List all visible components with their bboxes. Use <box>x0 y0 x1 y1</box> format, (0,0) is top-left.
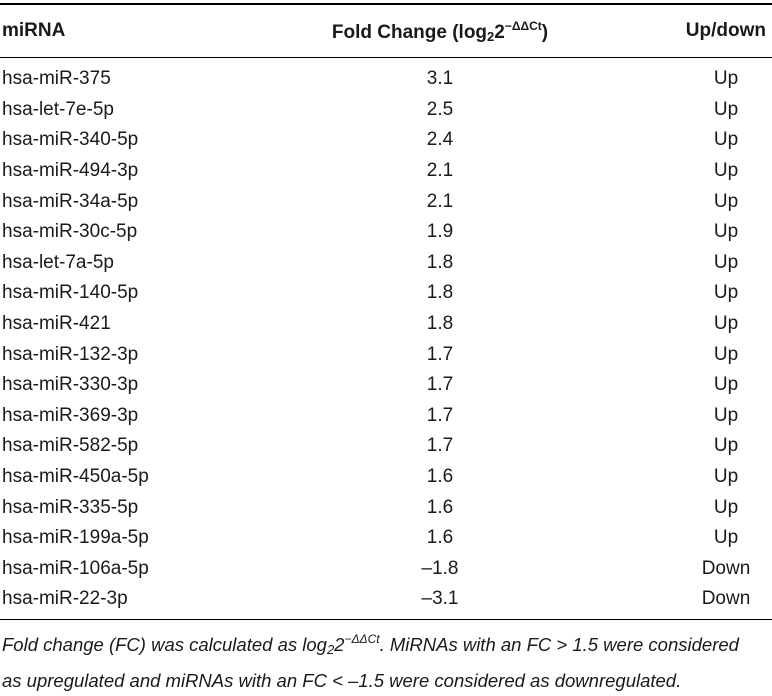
table-row: hsa-miR-340-5p 2.4 Up <box>0 125 772 156</box>
cell-fold-change: –1.8 <box>421 557 459 579</box>
cell-mirna: hsa-miR-421 <box>2 313 111 335</box>
header-updown: Up/down <box>685 20 766 41</box>
footnote-base: 2 <box>334 633 345 655</box>
cell-mirna: hsa-miR-335-5p <box>2 496 139 518</box>
cell-direction: Up <box>713 374 739 396</box>
table-row: hsa-miR-582-5p 1.7 Up <box>0 431 772 462</box>
cell-fold-change: 1.9 <box>426 221 454 243</box>
cell-direction: Up <box>713 313 739 335</box>
cell-fold-change: 1.7 <box>426 374 454 396</box>
table-footnote: Fold change (FC) was calculated as log22… <box>0 624 772 696</box>
cell-mirna: hsa-miR-369-3p <box>2 404 139 426</box>
cell-mirna: hsa-miR-340-5p <box>2 129 139 151</box>
header-fold-change: Fold Change (log22−ΔΔCt) <box>250 19 610 44</box>
cell-direction: Up <box>713 98 739 120</box>
cell-mirna: hsa-miR-582-5p <box>2 435 139 457</box>
cell-fold-change: 2.1 <box>426 160 454 182</box>
table-row: hsa-miR-375 3.1 Up <box>0 64 772 95</box>
cell-fold-change: 3.1 <box>426 68 454 90</box>
header-rule <box>0 57 772 58</box>
cell-mirna: hsa-let-7e-5p <box>2 98 114 120</box>
cell-mirna: hsa-miR-199a-5p <box>2 527 149 549</box>
cell-mirna: hsa-miR-30c-5p <box>2 221 138 243</box>
mirna-table: miRNA Fold Change (log22−ΔΔCt) Up/down h… <box>0 3 772 696</box>
cell-direction: Up <box>713 404 739 426</box>
footnote-part2: . MiRNAs with an FC > 1.5 were considere… <box>379 633 739 655</box>
table-row: hsa-miR-369-3p 1.7 Up <box>0 401 772 432</box>
table-row: hsa-miR-330-3p 1.7 Up <box>0 370 772 401</box>
cell-fold-change: 1.6 <box>426 496 454 518</box>
cell-fold-change: 2.1 <box>426 190 454 212</box>
table-body: hsa-miR-375 3.1 Up hsa-let-7e-5p 2.5 Up hsa-mi… <box>0 64 772 615</box>
table-row: hsa-miR-140-5p 1.8 Up <box>0 278 772 309</box>
cell-fold-change: 1.7 <box>426 404 454 426</box>
table-row: hsa-miR-199a-5p 1.6 Up <box>0 523 772 554</box>
cell-fold-change: 1.7 <box>426 343 454 365</box>
cell-mirna: hsa-miR-132-3p <box>2 343 139 365</box>
table-row: hsa-miR-34a-5p 2.1 Up <box>0 186 772 217</box>
table-row: hsa-let-7a-5p 1.8 Up <box>0 248 772 279</box>
cell-direction: Up <box>713 221 739 243</box>
header-fold-change-sub: 2 <box>487 28 495 44</box>
cell-fold-change: –3.1 <box>421 588 459 610</box>
footnote-line2: as upregulated and miRNAs with an FC < –… <box>2 669 682 691</box>
table-row: hsa-miR-450a-5p 1.6 Up <box>0 462 772 493</box>
cell-mirna: hsa-miR-450a-5p <box>2 466 149 488</box>
table-row: hsa-miR-30c-5p 1.9 Up <box>0 217 772 248</box>
cell-direction: Up <box>713 343 739 365</box>
cell-fold-change: 2.5 <box>426 98 454 120</box>
header-fold-change-sup: −ΔΔCt <box>504 18 542 33</box>
cell-mirna: hsa-let-7a-5p <box>2 251 114 273</box>
cell-fold-change: 1.8 <box>426 282 454 304</box>
cell-direction: Up <box>713 527 739 549</box>
table-row: hsa-miR-421 1.8 Up <box>0 309 772 340</box>
footnote-part1: Fold change (FC) was calculated as log <box>2 633 327 655</box>
cell-fold-change: 1.7 <box>426 435 454 457</box>
cell-direction: Up <box>713 282 739 304</box>
header-fold-change-base: 2 <box>494 21 505 43</box>
table-row: hsa-miR-106a-5p –1.8 Down <box>0 554 772 585</box>
bottom-rule <box>0 618 772 620</box>
cell-mirna: hsa-miR-330-3p <box>2 374 139 396</box>
cell-direction: Up <box>713 68 739 90</box>
cell-fold-change: 1.6 <box>426 466 454 488</box>
cell-mirna: hsa-miR-106a-5p <box>2 557 149 579</box>
table-header-row: miRNA Fold Change (log22−ΔΔCt) Up/down <box>0 5 772 57</box>
cell-mirna: hsa-miR-34a-5p <box>2 190 139 212</box>
header-fold-change-prefix: Fold Change (log <box>331 21 488 43</box>
cell-direction: Up <box>713 466 739 488</box>
cell-direction: Up <box>713 496 739 518</box>
table-row: hsa-miR-132-3p 1.7 Up <box>0 339 772 370</box>
cell-direction: Up <box>713 160 739 182</box>
header-fold-change-suffix: ) <box>541 21 549 43</box>
cell-direction: Up <box>713 435 739 457</box>
cell-fold-change: 1.6 <box>426 527 454 549</box>
cell-direction: Down <box>701 588 751 610</box>
cell-fold-change: 1.8 <box>426 313 454 335</box>
cell-fold-change: 1.8 <box>426 251 454 273</box>
cell-direction: Up <box>713 129 739 151</box>
cell-fold-change: 2.4 <box>426 129 454 151</box>
cell-mirna: hsa-miR-375 <box>2 68 111 90</box>
table-row: hsa-let-7e-5p 2.5 Up <box>0 95 772 126</box>
table-row: hsa-miR-335-5p 1.6 Up <box>0 492 772 523</box>
cell-mirna: hsa-miR-22-3p <box>2 588 128 610</box>
top-rule <box>0 3 772 5</box>
cell-direction: Down <box>701 557 751 579</box>
cell-mirna: hsa-miR-140-5p <box>2 282 139 304</box>
cell-direction: Up <box>713 251 739 273</box>
header-mirna: miRNA <box>2 20 66 41</box>
cell-direction: Up <box>713 190 739 212</box>
footnote-sup: −ΔΔCt <box>344 631 380 646</box>
footnote-sub: 2 <box>326 641 335 657</box>
table-row: hsa-miR-22-3p –3.1 Down <box>0 584 772 615</box>
cell-mirna: hsa-miR-494-3p <box>2 160 139 182</box>
table-row: hsa-miR-494-3p 2.1 Up <box>0 156 772 187</box>
